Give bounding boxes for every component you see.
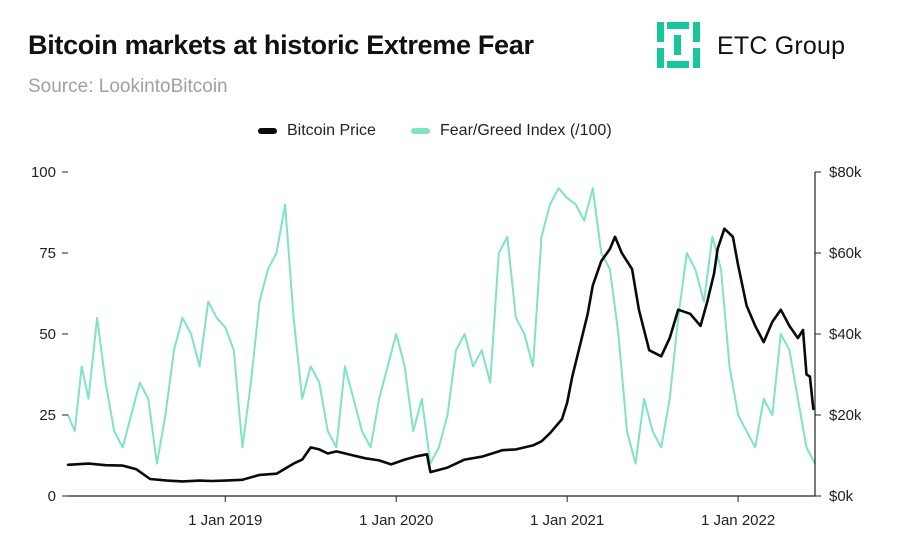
y-left-tick-label: 25	[39, 407, 56, 424]
legend-swatch-price	[258, 128, 277, 134]
series-line-bitcoin-price	[66, 227, 815, 483]
logo-text: ETC Group	[717, 32, 846, 60]
y-left-tick-label: 50	[39, 326, 56, 343]
y-left-tick-label: 0	[48, 488, 56, 505]
y-right-tick-label: $0k	[829, 488, 854, 505]
etc-group-logo: ETC Group	[657, 22, 897, 70]
series-layer	[66, 187, 816, 483]
x-tick-label: 1 Jan 2021	[530, 512, 604, 529]
etc-logo-icon	[657, 22, 700, 68]
legend-item-bitcoin-price: Bitcoin Price	[258, 119, 376, 143]
legend-swatch-index	[411, 128, 430, 134]
legend-item-fear-greed: Fear/Greed Index (/100)	[411, 119, 612, 143]
y-right-tick-label: $20k	[829, 407, 862, 424]
x-tick-label: 1 Jan 2022	[701, 512, 775, 529]
chart-title: Bitcoin markets at historic Extreme Fear	[28, 30, 534, 60]
y-right-tick-label: $60k	[829, 245, 862, 262]
chart-source: Source: LookintoBitcoin	[28, 76, 228, 97]
x-tick-label: 1 Jan 2020	[359, 512, 433, 529]
y-right-tick-label: $80k	[829, 164, 862, 181]
legend-label-price: Bitcoin Price	[287, 122, 376, 139]
y-left-tick-label: 100	[31, 164, 56, 181]
chart-legend: Bitcoin Price Fear/Greed Index (/100)	[0, 119, 899, 145]
axis-layer: 0 25 50 75 100 $0k $20k $40k $60k $80k 1 Jan 2019 1…	[31, 164, 862, 529]
legend-label-index: Fear/Greed Index (/100)	[440, 122, 612, 139]
x-tick-label: 1 Jan 2019	[188, 512, 262, 529]
series-line-fear-greed	[67, 187, 816, 465]
y-left-tick-label: 75	[39, 245, 56, 262]
y-right-tick-label: $40k	[829, 326, 862, 343]
